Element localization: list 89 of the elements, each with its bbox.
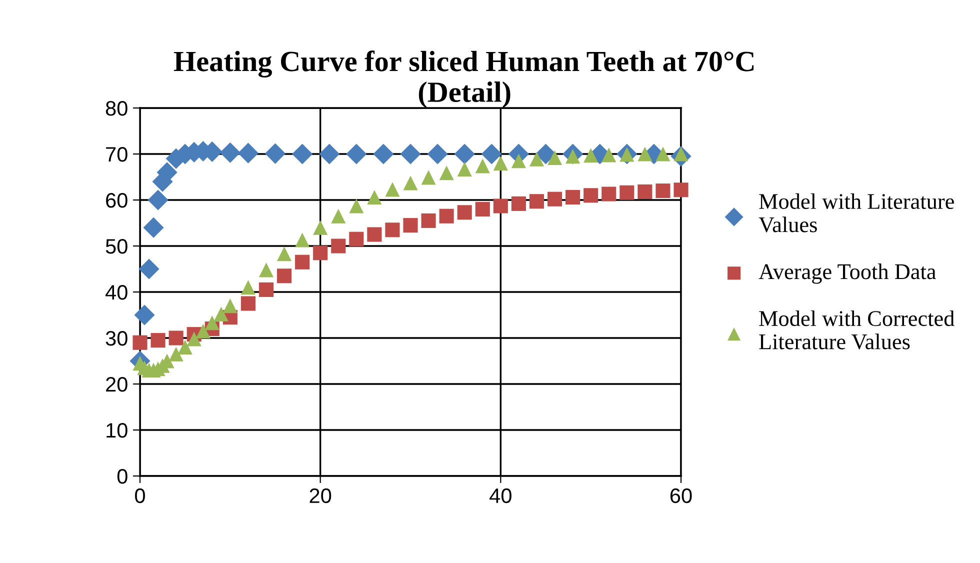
- point: [367, 190, 382, 205]
- point: [493, 198, 508, 214]
- point: [511, 154, 526, 168]
- y-tick-label: 50: [106, 239, 128, 254]
- point: [276, 246, 292, 262]
- point: [214, 306, 228, 322]
- point: [196, 324, 210, 338]
- point: [168, 346, 184, 362]
- point: [511, 196, 526, 211]
- point: [313, 220, 328, 235]
- point: [186, 332, 202, 346]
- point: [439, 208, 454, 224]
- point: [584, 148, 598, 163]
- point: [481, 144, 502, 164]
- point: [258, 262, 274, 278]
- x-tick-label: 20: [310, 488, 332, 504]
- legend-label: Model with Corrected Literature Values: [759, 310, 954, 350]
- chart-title: Heating Curve for sliced Human Teeth at 70°C (Detail): [174, 50, 754, 108]
- point: [529, 194, 544, 209]
- point: [602, 186, 616, 202]
- y-tick-label: 60: [106, 193, 128, 208]
- y-tick-label: 10: [106, 423, 128, 438]
- point: [385, 182, 400, 197]
- point: [222, 298, 238, 314]
- point: [319, 144, 340, 164]
- point: [367, 227, 382, 242]
- point: [403, 218, 418, 233]
- point: [295, 232, 310, 248]
- point: [168, 330, 184, 346]
- point: [454, 144, 475, 164]
- point: [276, 268, 292, 284]
- point: [292, 144, 313, 164]
- point: [258, 282, 274, 297]
- x-tick-label: 40: [490, 488, 512, 504]
- point: [220, 142, 240, 163]
- x-tick-label: 0: [135, 488, 145, 504]
- point: [493, 156, 508, 170]
- point: [602, 148, 616, 162]
- point: [656, 146, 670, 162]
- point: [427, 144, 448, 164]
- point: [529, 152, 544, 166]
- point: [264, 143, 286, 164]
- point: [143, 217, 164, 238]
- point: [400, 144, 421, 164]
- y-tick-label: 20: [106, 377, 128, 392]
- y-tick-label: 70: [106, 147, 128, 162]
- point: [421, 170, 436, 185]
- point: [385, 222, 400, 238]
- point: [331, 208, 346, 224]
- point: [349, 198, 364, 214]
- point: [238, 142, 258, 164]
- point: [656, 184, 670, 198]
- point: [150, 333, 166, 348]
- point: [204, 316, 220, 330]
- point: [148, 190, 168, 210]
- point: [349, 232, 364, 246]
- point: [674, 182, 688, 198]
- point: [457, 162, 472, 176]
- point: [421, 213, 436, 228]
- point: [547, 150, 562, 165]
- point: [313, 246, 328, 260]
- point: [620, 185, 634, 200]
- y-tick-label: 40: [106, 285, 128, 300]
- x-tick-label: 60: [670, 488, 692, 504]
- point: [331, 238, 346, 254]
- point: [547, 192, 562, 206]
- point: [457, 205, 472, 220]
- point: [475, 158, 490, 174]
- point: [373, 144, 394, 164]
- point: [638, 146, 652, 162]
- point: [138, 258, 160, 280]
- point: [638, 184, 652, 200]
- point: [240, 280, 256, 295]
- point: [240, 296, 256, 311]
- point: [475, 202, 490, 216]
- point: [584, 188, 598, 203]
- legend-label: Average Tooth Data: [758, 264, 936, 284]
- point: [566, 190, 580, 205]
- y-tick-label: 0: [117, 469, 128, 484]
- legend-label: Model with Literature Values: [758, 193, 954, 232]
- point: [178, 340, 192, 354]
- y-tick-label: 30: [106, 331, 128, 346]
- y-tick-label: 80: [106, 101, 128, 116]
- point: [134, 304, 155, 326]
- point: [439, 166, 454, 180]
- point: [295, 254, 310, 270]
- point: [403, 176, 418, 190]
- point: [346, 144, 367, 164]
- point: [132, 335, 148, 350]
